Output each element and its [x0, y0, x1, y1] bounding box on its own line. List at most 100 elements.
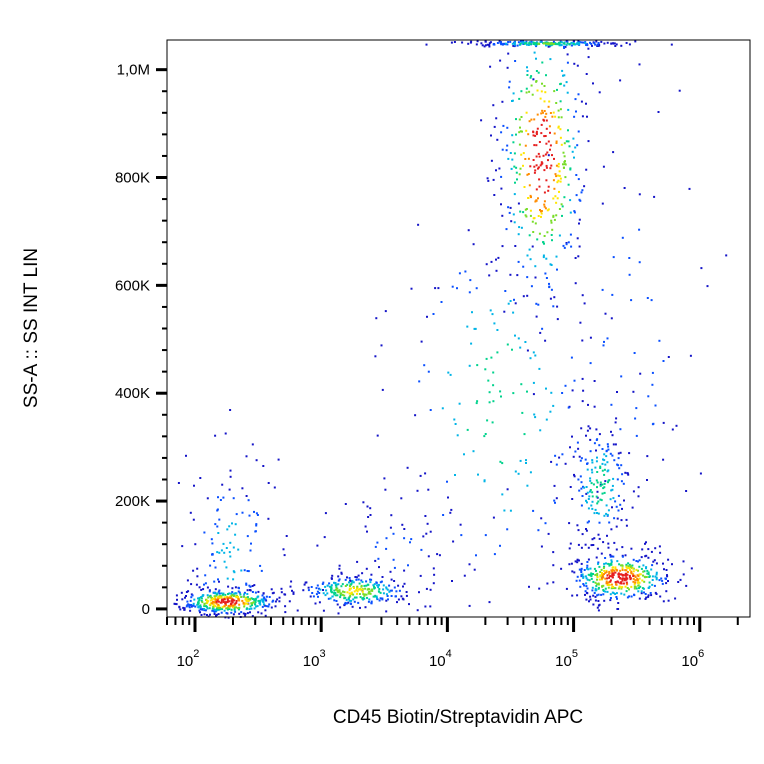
- data-point: [555, 201, 558, 204]
- data-point: [470, 40, 473, 43]
- data-point: [263, 604, 266, 607]
- data-point: [348, 592, 351, 595]
- data-point: [549, 297, 552, 300]
- data-point: [361, 581, 364, 583]
- data-point: [323, 536, 326, 539]
- data-point: [480, 119, 483, 122]
- data-point: [563, 161, 566, 163]
- data-point: [645, 566, 648, 569]
- data-point: [574, 43, 576, 46]
- data-point: [241, 511, 244, 514]
- data-point: [338, 567, 341, 570]
- data-point: [504, 290, 507, 292]
- data-point: [520, 153, 523, 156]
- data-point: [223, 560, 226, 563]
- data-point: [558, 174, 561, 177]
- data-point: [398, 589, 401, 592]
- data-point: [501, 462, 504, 465]
- data-point: [425, 587, 428, 590]
- data-point: [602, 541, 605, 544]
- data-point: [619, 79, 622, 82]
- data-point: [523, 42, 526, 45]
- data-point: [610, 559, 613, 562]
- data-point: [231, 598, 234, 601]
- data-point: [237, 548, 240, 551]
- data-point: [209, 564, 212, 567]
- data-point: [608, 583, 611, 586]
- data-point: [622, 482, 625, 485]
- x-tick-label: 106: [681, 648, 704, 670]
- data-point: [671, 428, 674, 431]
- data-point: [627, 562, 630, 565]
- data-point: [596, 578, 598, 581]
- data-point: [264, 609, 267, 612]
- data-point: [579, 585, 582, 588]
- data-point: [343, 591, 346, 594]
- data-point: [508, 86, 511, 89]
- data-point: [581, 573, 584, 576]
- data-point: [218, 518, 221, 521]
- data-point: [330, 586, 333, 589]
- data-point: [589, 450, 592, 453]
- data-point: [498, 40, 501, 42]
- data-point: [513, 221, 516, 224]
- data-point: [590, 504, 593, 507]
- data-point: [364, 593, 366, 596]
- data-point: [631, 564, 634, 567]
- data-point: [616, 478, 619, 481]
- data-point: [454, 423, 457, 425]
- data-point: [405, 594, 408, 597]
- data-point: [613, 42, 616, 45]
- data-point: [532, 381, 535, 384]
- data-point: [597, 562, 599, 565]
- data-point: [214, 523, 217, 526]
- data-point: [245, 582, 248, 585]
- data-point: [255, 512, 258, 515]
- data-point: [593, 592, 596, 594]
- data-point: [261, 605, 264, 608]
- data-point: [506, 528, 509, 531]
- data-point: [337, 583, 340, 586]
- data-point: [594, 595, 597, 598]
- data-point: [559, 177, 562, 180]
- data-point: [423, 364, 426, 367]
- data-point: [290, 580, 293, 583]
- data-point: [549, 112, 552, 114]
- data-point: [646, 455, 649, 458]
- data-point: [235, 592, 238, 595]
- data-point: [341, 593, 344, 596]
- data-point: [339, 594, 342, 597]
- data-point: [539, 97, 542, 100]
- data-point: [597, 600, 600, 602]
- data-point: [572, 137, 575, 140]
- data-point: [351, 580, 354, 583]
- data-point: [613, 459, 616, 462]
- data-point: [403, 537, 406, 540]
- data-point: [190, 604, 192, 606]
- data-point: [576, 561, 579, 564]
- data-point: [489, 309, 492, 312]
- data-point: [416, 489, 419, 492]
- data-point: [547, 140, 550, 143]
- data-point: [369, 507, 372, 510]
- data-point: [182, 606, 185, 609]
- data-point: [591, 461, 594, 464]
- data-point: [397, 584, 400, 587]
- data-point: [280, 591, 283, 594]
- data-point: [624, 573, 627, 576]
- data-point: [357, 588, 360, 591]
- data-point: [598, 91, 601, 94]
- data-point: [585, 102, 587, 105]
- data-point: [595, 584, 598, 587]
- data-point: [639, 372, 642, 375]
- data-point: [609, 555, 612, 558]
- data-point: [311, 592, 314, 594]
- data-point: [229, 555, 232, 558]
- data-point: [254, 530, 257, 533]
- data-point: [582, 389, 585, 392]
- data-point: [249, 611, 251, 614]
- data-point: [227, 616, 230, 619]
- data-point: [667, 356, 670, 358]
- data-point: [459, 523, 462, 526]
- data-point: [510, 220, 513, 223]
